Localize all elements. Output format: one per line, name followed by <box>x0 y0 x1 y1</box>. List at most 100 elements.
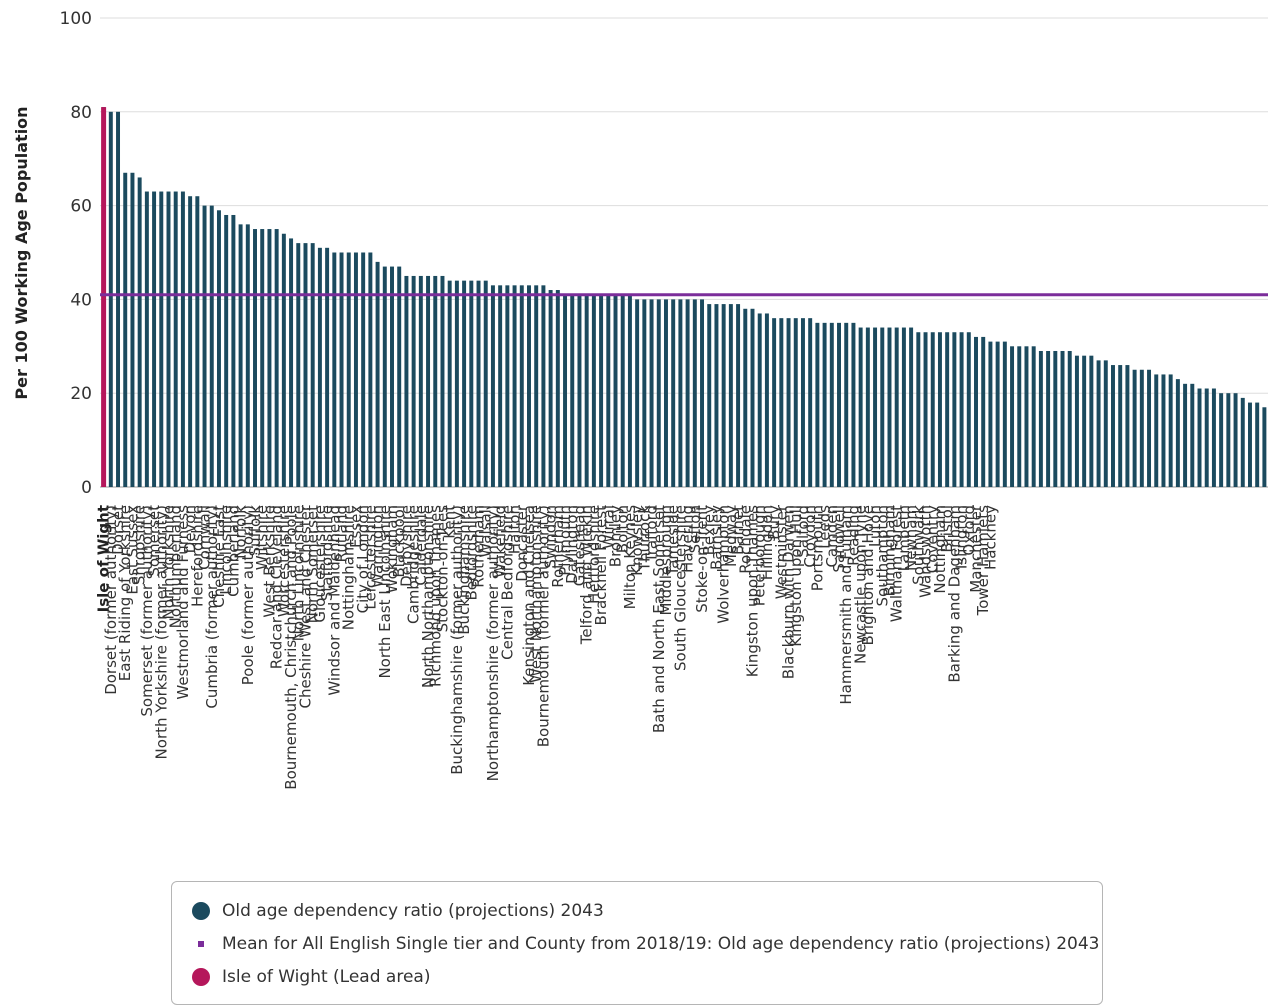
bar[interactable] <box>426 275 431 487</box>
bar[interactable] <box>995 341 1000 487</box>
bar[interactable] <box>130 172 135 487</box>
bar[interactable] <box>527 285 531 487</box>
bar[interactable] <box>728 304 733 487</box>
bar[interactable] <box>1046 350 1051 487</box>
bar[interactable] <box>757 313 762 487</box>
bar[interactable] <box>361 252 366 488</box>
bar[interactable] <box>1096 360 1101 487</box>
bar[interactable] <box>764 313 769 487</box>
bar[interactable] <box>454 280 459 487</box>
bar[interactable] <box>1147 369 1152 487</box>
bar[interactable] <box>635 299 640 487</box>
bar[interactable] <box>476 280 481 487</box>
bar[interactable] <box>1118 365 1123 487</box>
bar[interactable] <box>1074 355 1079 487</box>
bar[interactable] <box>1082 355 1087 487</box>
bar[interactable] <box>534 285 539 487</box>
bar[interactable] <box>1089 355 1094 487</box>
bar[interactable] <box>1204 388 1209 487</box>
bar[interactable] <box>887 327 892 487</box>
bar[interactable] <box>1161 374 1166 487</box>
bar[interactable] <box>332 252 337 488</box>
bar[interactable] <box>245 224 250 488</box>
bar[interactable] <box>743 308 748 487</box>
bar[interactable] <box>512 285 517 487</box>
bar[interactable] <box>1010 346 1015 487</box>
bar[interactable] <box>880 327 885 487</box>
bar[interactable] <box>627 294 632 487</box>
bar[interactable] <box>188 196 193 487</box>
bar[interactable] <box>462 280 467 487</box>
bar[interactable] <box>411 275 416 487</box>
bar[interactable] <box>952 332 957 487</box>
bar[interactable] <box>1247 402 1252 487</box>
lead-area-bar[interactable] <box>101 107 107 488</box>
bar[interactable] <box>1197 388 1202 487</box>
bar[interactable] <box>339 252 344 488</box>
bar[interactable] <box>1219 393 1224 487</box>
bar[interactable] <box>829 322 834 487</box>
bar[interactable] <box>238 224 243 488</box>
bar[interactable] <box>1067 350 1072 487</box>
bar[interactable] <box>433 275 438 487</box>
bar[interactable] <box>1125 365 1130 487</box>
bar[interactable] <box>851 322 856 487</box>
bar[interactable] <box>678 299 683 487</box>
bar[interactable] <box>483 280 488 487</box>
bar[interactable] <box>577 294 582 487</box>
bar[interactable] <box>447 280 452 487</box>
bar[interactable] <box>180 191 185 487</box>
legend-item-lead[interactable]: Isle of Wight (Lead area) <box>192 964 430 990</box>
bar[interactable] <box>901 327 906 487</box>
bar[interactable] <box>1154 374 1159 487</box>
bar[interactable] <box>1024 346 1029 487</box>
bar[interactable] <box>1226 393 1231 487</box>
bar[interactable] <box>353 252 358 488</box>
bar[interactable] <box>1139 369 1144 487</box>
bar[interactable] <box>152 191 157 487</box>
bar[interactable] <box>772 318 777 487</box>
bar[interactable] <box>584 294 589 487</box>
bar[interactable] <box>736 304 741 487</box>
bar[interactable] <box>224 214 229 488</box>
bar[interactable] <box>750 308 755 487</box>
bar[interactable] <box>909 327 914 487</box>
bar[interactable] <box>1103 360 1108 487</box>
bar[interactable] <box>137 177 142 487</box>
bar[interactable] <box>923 332 928 487</box>
bar[interactable] <box>822 322 827 487</box>
bar[interactable] <box>1255 402 1260 487</box>
bar[interactable] <box>916 332 921 487</box>
bar[interactable] <box>815 322 820 487</box>
bar[interactable] <box>1031 346 1036 487</box>
bar[interactable] <box>490 285 495 487</box>
bar[interactable] <box>216 210 221 488</box>
bar[interactable] <box>721 304 726 487</box>
bar[interactable] <box>808 318 813 487</box>
bar[interactable] <box>1111 365 1115 487</box>
bar[interactable] <box>671 299 676 487</box>
bar[interactable] <box>404 275 409 487</box>
bar[interactable] <box>1175 379 1180 487</box>
bar[interactable] <box>563 294 568 487</box>
bar[interactable] <box>591 294 596 487</box>
bar[interactable] <box>231 214 236 488</box>
bar[interactable] <box>325 247 330 487</box>
bar[interactable] <box>159 191 164 487</box>
bar[interactable] <box>620 294 625 487</box>
bar[interactable] <box>663 299 668 487</box>
bar[interactable] <box>418 275 423 487</box>
bar[interactable] <box>945 332 950 487</box>
bar[interactable] <box>649 299 654 487</box>
bar[interactable] <box>505 285 510 487</box>
bar[interactable] <box>144 191 149 487</box>
bar[interactable] <box>346 252 351 488</box>
bar[interactable] <box>966 332 971 487</box>
bar[interactable] <box>656 299 661 487</box>
bar[interactable] <box>858 327 863 487</box>
bar[interactable] <box>930 332 935 487</box>
bar[interactable] <box>974 336 978 487</box>
bar[interactable] <box>1190 383 1195 487</box>
bar[interactable] <box>613 294 618 487</box>
bar[interactable] <box>937 332 942 487</box>
